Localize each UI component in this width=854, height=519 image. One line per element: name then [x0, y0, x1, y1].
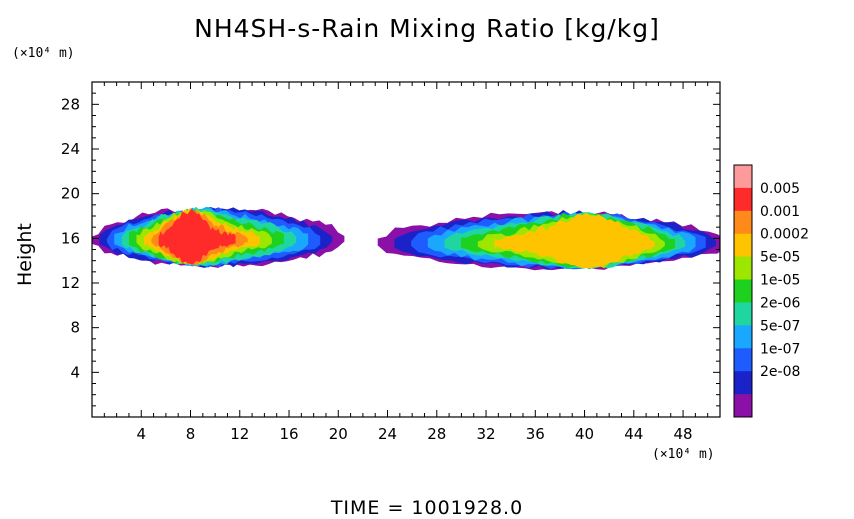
colorbar-label: 1e-05 — [760, 273, 800, 289]
x-tick-label: 28 — [427, 425, 446, 443]
colorbar-label: 1e-07 — [760, 341, 800, 357]
colorbar-label: 5e-05 — [760, 250, 800, 266]
x-axis: 4 8 12 16 20 24 28 32 36 40 44 48 — [103, 82, 709, 443]
colorbar-label: 5e-07 — [760, 318, 800, 334]
x-tick-label: 12 — [230, 425, 249, 443]
x-tick-label: 48 — [674, 425, 693, 443]
colorbar-swatch — [734, 348, 752, 372]
colorbar-swatch — [734, 302, 752, 326]
colorbar-label: 2e-06 — [760, 295, 800, 311]
x-tick-label: 36 — [526, 425, 545, 443]
x-tick-label: 8 — [186, 425, 196, 443]
y-tick-label: 16 — [61, 229, 80, 247]
colorbar-swatch — [734, 187, 752, 212]
cloud-fields — [92, 206, 720, 271]
right-cloud-layer-group — [494, 212, 655, 269]
x-tick-label: 24 — [378, 425, 397, 443]
y-tick-label: 8 — [70, 319, 80, 337]
colorbar: 0.005 0.001 0.0002 5e-05 1e-05 2e-06 5e-07 1e-0… — [733, 164, 809, 418]
colorbar-swatch — [734, 165, 752, 189]
colorbar-swatch — [734, 371, 752, 395]
x-tick-label: 40 — [575, 425, 594, 443]
y-tick-label: 4 — [70, 363, 80, 381]
left-cloud-layer-group — [158, 208, 236, 265]
time-footer: TIME = 1001928.0 — [330, 497, 524, 519]
left-cloud-layer — [158, 208, 236, 265]
x-tick-label: 32 — [476, 425, 495, 443]
y-tick-label: 12 — [61, 274, 80, 292]
chart-title: NH4SH-s-Rain Mixing Ratio [kg/kg] — [194, 14, 660, 43]
y-axis: 4 8 12 16 20 24 28 — [61, 92, 720, 407]
colorbar-frame — [733, 164, 753, 418]
x-axis-unit: (×10⁴ m) — [652, 447, 715, 462]
right-cloud-layer — [494, 212, 655, 269]
y-tick-label: 20 — [61, 185, 80, 203]
colorbar-swatch — [734, 279, 752, 303]
y-tick-label: 24 — [61, 140, 80, 158]
x-tick-label: 4 — [136, 425, 146, 443]
colorbar-swatch — [734, 325, 752, 349]
x-tick-label: 44 — [624, 425, 643, 443]
colorbar-label: 0.005 — [760, 181, 800, 197]
colorbar-label: 0.001 — [760, 204, 800, 220]
y-axis-unit: (×10⁴ m) — [12, 46, 75, 61]
colorbar-label: 2e-08 — [760, 364, 800, 380]
colorbar-swatch — [734, 210, 752, 235]
colorbar-label: 0.0002 — [760, 227, 809, 243]
x-tick-label: 20 — [329, 425, 348, 443]
colorbar-swatch — [734, 256, 752, 281]
x-tick-label: 16 — [279, 425, 298, 443]
colorbar-swatch — [734, 394, 752, 418]
colorbar-swatch — [734, 233, 752, 258]
y-tick-label: 28 — [61, 95, 80, 113]
